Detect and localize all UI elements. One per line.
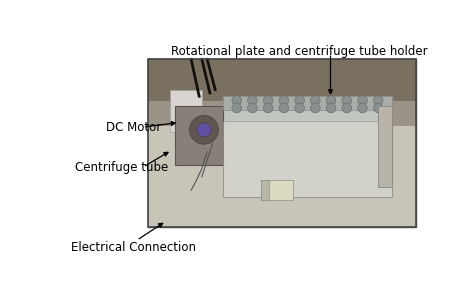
Text: Rotational plate and centrifuge tube holder: Rotational plate and centrifuge tube hol…: [171, 46, 428, 59]
Circle shape: [190, 115, 219, 144]
Circle shape: [310, 103, 320, 113]
Circle shape: [264, 96, 273, 105]
Text: DC Motor: DC Motor: [106, 120, 161, 133]
Bar: [261, 180, 293, 200]
Circle shape: [247, 96, 257, 105]
Circle shape: [358, 96, 367, 105]
Bar: [148, 59, 416, 101]
Circle shape: [279, 96, 289, 105]
Bar: [148, 59, 416, 227]
Circle shape: [326, 103, 336, 113]
Circle shape: [279, 103, 289, 113]
Bar: [223, 96, 392, 110]
Circle shape: [232, 96, 242, 105]
Circle shape: [342, 96, 352, 105]
Bar: [378, 106, 392, 187]
Circle shape: [310, 96, 320, 105]
Circle shape: [358, 103, 367, 113]
Circle shape: [295, 96, 304, 105]
Circle shape: [326, 96, 336, 105]
Bar: [148, 101, 416, 127]
Circle shape: [342, 103, 352, 113]
Circle shape: [264, 103, 273, 113]
Bar: [148, 59, 416, 227]
Circle shape: [374, 96, 383, 105]
Circle shape: [232, 103, 242, 113]
Bar: [148, 127, 416, 227]
Bar: [223, 96, 392, 197]
Circle shape: [247, 103, 257, 113]
Bar: [175, 106, 223, 165]
Bar: [223, 121, 392, 197]
Circle shape: [197, 123, 211, 137]
Bar: [261, 180, 269, 200]
Text: Electrical Connection: Electrical Connection: [71, 242, 196, 255]
Bar: [170, 90, 202, 131]
Circle shape: [295, 103, 304, 113]
Text: Centrifuge tube: Centrifuge tube: [75, 161, 168, 174]
Circle shape: [374, 103, 383, 113]
